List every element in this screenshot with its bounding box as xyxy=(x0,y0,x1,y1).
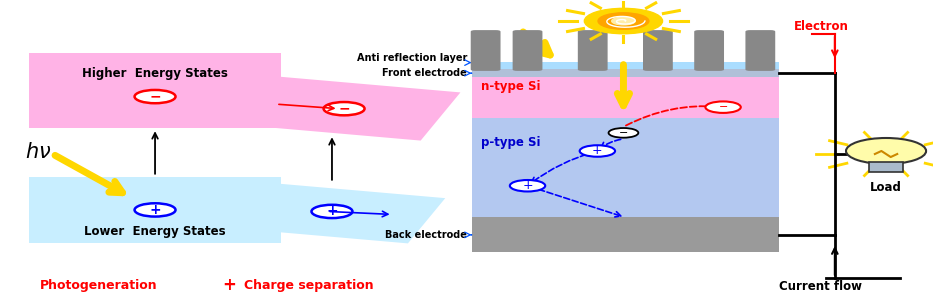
Circle shape xyxy=(609,128,638,138)
Circle shape xyxy=(311,205,352,218)
Circle shape xyxy=(598,13,649,29)
Text: +: + xyxy=(592,145,602,157)
Text: Lower  Energy States: Lower Energy States xyxy=(84,224,226,238)
Text: Higher  Energy States: Higher Energy States xyxy=(82,67,228,81)
FancyBboxPatch shape xyxy=(471,30,501,71)
Circle shape xyxy=(134,203,176,217)
Circle shape xyxy=(134,90,176,103)
Text: −: − xyxy=(149,90,161,104)
Text: +: + xyxy=(326,204,338,218)
FancyBboxPatch shape xyxy=(870,163,903,171)
Text: Load: Load xyxy=(870,181,902,194)
Text: n-type Si: n-type Si xyxy=(481,80,541,92)
FancyBboxPatch shape xyxy=(513,30,543,71)
Text: $h\nu$: $h\nu$ xyxy=(24,142,51,163)
Circle shape xyxy=(612,17,635,25)
FancyBboxPatch shape xyxy=(472,118,779,217)
Text: Front electrode: Front electrode xyxy=(382,68,467,78)
Circle shape xyxy=(846,138,927,164)
FancyBboxPatch shape xyxy=(472,217,779,252)
FancyBboxPatch shape xyxy=(745,30,775,71)
FancyBboxPatch shape xyxy=(472,77,779,118)
Text: Photogeneration: Photogeneration xyxy=(40,279,158,292)
Text: +: + xyxy=(522,179,532,192)
Text: Anti reflection layer: Anti reflection layer xyxy=(357,53,467,63)
FancyBboxPatch shape xyxy=(694,30,724,71)
Text: Electron: Electron xyxy=(793,20,848,33)
Circle shape xyxy=(323,102,364,115)
Circle shape xyxy=(705,102,741,113)
FancyBboxPatch shape xyxy=(472,62,779,70)
Text: −: − xyxy=(618,128,629,138)
Text: −: − xyxy=(338,102,350,116)
FancyBboxPatch shape xyxy=(578,30,608,71)
Text: +: + xyxy=(222,276,236,295)
FancyBboxPatch shape xyxy=(29,177,281,243)
Circle shape xyxy=(580,145,616,157)
Polygon shape xyxy=(228,182,446,243)
Circle shape xyxy=(585,8,662,34)
Text: −: − xyxy=(718,102,728,112)
Text: p-type Si: p-type Si xyxy=(481,136,541,149)
Text: Back electrode: Back electrode xyxy=(385,230,467,240)
Text: +: + xyxy=(149,203,161,217)
FancyBboxPatch shape xyxy=(472,70,779,77)
Circle shape xyxy=(510,180,545,192)
FancyBboxPatch shape xyxy=(643,30,672,71)
Polygon shape xyxy=(241,77,460,141)
FancyBboxPatch shape xyxy=(29,53,281,128)
Text: Charge separation: Charge separation xyxy=(244,279,374,292)
Text: Current flow: Current flow xyxy=(779,281,862,293)
